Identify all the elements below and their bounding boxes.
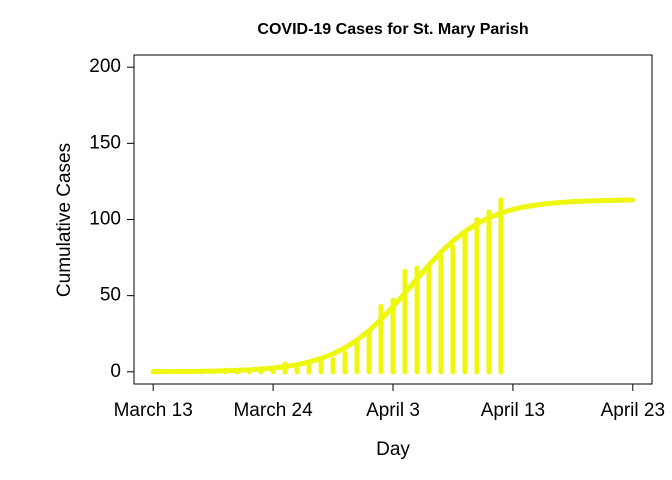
x-tick-label: April 13 <box>481 400 545 421</box>
chart-title: COVID-19 Cases for St. Mary Parish <box>257 21 528 38</box>
y-tick-label: 50 <box>100 285 121 306</box>
x-tick-label: March 24 <box>233 400 313 421</box>
y-tick-label: 100 <box>89 209 121 230</box>
y-tick-label: 200 <box>89 56 121 77</box>
x-axis-label: Day <box>376 439 410 460</box>
fitted-curve <box>150 197 636 375</box>
x-tick-label: April 3 <box>366 400 420 421</box>
y-axis-label: Cumulative Cases <box>54 143 75 297</box>
x-tick-label: April 23 <box>601 400 665 421</box>
y-tick-label: 150 <box>89 132 121 153</box>
y-tick-label: 0 <box>110 361 121 382</box>
x-tick-label: March 13 <box>114 400 193 421</box>
